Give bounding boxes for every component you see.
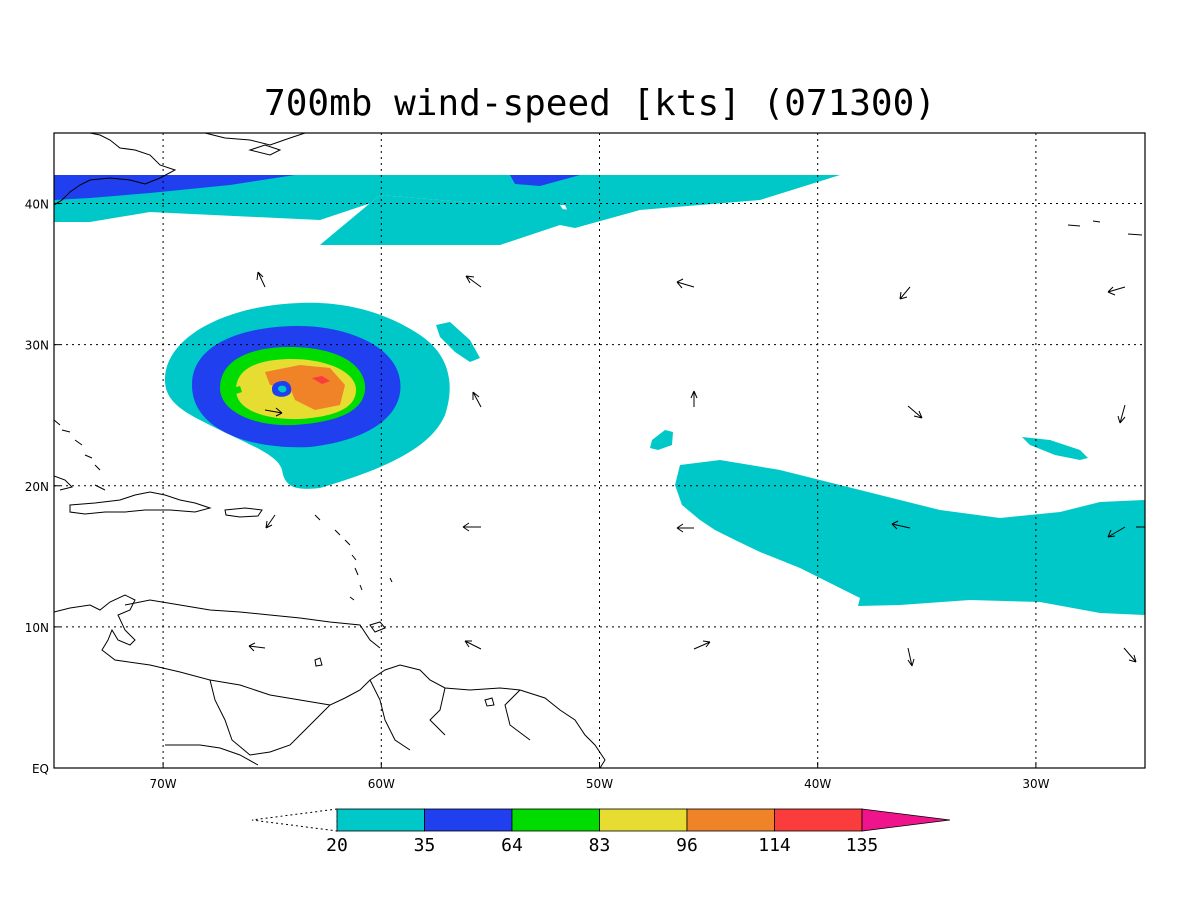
x-tick-label: 30W <box>1022 777 1049 791</box>
island-tiny-b <box>314 657 323 667</box>
plot-title: 700mb wind-speed [kts] (071300) <box>264 83 936 124</box>
x-tick-label: 40W <box>804 777 831 791</box>
wind-arrow <box>1117 404 1126 424</box>
border-french-guiana <box>504 689 531 741</box>
island-tiny-a <box>484 697 495 707</box>
coastline-trinidad <box>369 621 386 633</box>
colorbar-swatch <box>424 808 513 832</box>
colorbar-level-label: 35 <box>414 835 436 856</box>
wind-arrow <box>891 520 911 530</box>
coastline-newfoundland-edge <box>248 144 282 156</box>
coastline-cuba <box>54 475 73 491</box>
colorbar-level-label: 114 <box>758 835 791 856</box>
wind-arrow <box>899 286 911 300</box>
colorbar-level-label: 64 <box>501 835 523 856</box>
wind-arrow <box>465 275 482 288</box>
colorbar-swatch <box>336 808 425 832</box>
contour-eye-20kt <box>278 385 287 393</box>
colorbar-swatch <box>511 808 600 832</box>
coastline-south-america <box>54 594 606 768</box>
border-suriname <box>429 687 446 736</box>
colorbar-level-label: 135 <box>846 835 879 856</box>
wind-arrow <box>464 640 482 650</box>
contour-114kt-hurricane <box>312 376 330 384</box>
coastlines <box>54 133 1143 768</box>
wind-arrow <box>1123 647 1137 663</box>
coastline-hispaniola <box>69 491 212 515</box>
colorbar-swatch <box>686 808 775 832</box>
contour-35kt-north-jet <box>54 175 295 200</box>
contour-20kt-trade-band <box>675 460 1145 615</box>
wind-arrow <box>907 647 915 667</box>
y-tick-label: EQ <box>32 762 49 776</box>
wind-arrow <box>907 405 923 419</box>
contour-20kt-patch-c <box>1022 437 1088 460</box>
x-tick-label: 70W <box>150 777 177 791</box>
wind-arrow <box>265 514 276 529</box>
y-tick-label: 20N <box>25 480 49 494</box>
border-guyana <box>369 679 411 751</box>
wind-arrow <box>690 390 698 407</box>
y-tick-label: 10N <box>25 621 49 635</box>
colorbar-level-label: 96 <box>676 835 698 856</box>
wind-vectors <box>248 271 1145 667</box>
wind-arrow <box>676 278 695 289</box>
coastline-south-america-lower <box>165 744 259 766</box>
wind-arrow <box>1107 526 1126 538</box>
colorbar-level-label: 20 <box>326 835 348 856</box>
coastline-puerto-rico <box>224 507 263 518</box>
wind-arrow <box>248 642 266 652</box>
contour-20kt-north-jet-b <box>320 195 575 245</box>
map-area <box>54 133 1145 768</box>
contour-20kt-patch-b <box>650 430 673 450</box>
colorbar-swatch <box>774 808 863 832</box>
wind-arrow <box>472 391 482 408</box>
colorbar: 20 35 64 83 96 114 135 <box>251 808 951 856</box>
coastline-nova-scotia <box>204 133 306 146</box>
y-tick-label: 40N <box>25 198 49 212</box>
colorbar-under-triangle <box>251 808 338 832</box>
border-venezuela <box>209 679 331 706</box>
latitude-tick-labels: EQ 10N 20N 30N 40N <box>25 198 60 776</box>
coastline-lesser-antilles <box>314 514 393 601</box>
coastline-south-america-caribbean <box>124 599 381 649</box>
wind-speed-shading <box>54 175 1145 615</box>
contour-20kt-patch-a <box>436 322 480 362</box>
contour-64kt-left-patch <box>233 386 242 394</box>
y-tick-label: 30N <box>25 339 49 353</box>
contour-35kt-north-jet-b <box>510 175 580 186</box>
wind-arrow <box>264 407 283 417</box>
x-tick-label: 60W <box>368 777 395 791</box>
longitude-tick-labels: 70W 60W 50W 40W 30W <box>150 762 1050 791</box>
wind-arrow <box>676 523 694 533</box>
wind-arrow <box>693 640 711 650</box>
x-tick-label: 50W <box>586 777 613 791</box>
wind-arrow <box>1107 286 1126 296</box>
colorbar-swatch <box>599 808 688 832</box>
graticule <box>54 133 1145 768</box>
colorbar-level-label: 83 <box>589 835 611 856</box>
plot-frame <box>53 132 1146 769</box>
contour-96kt-hurricane <box>265 365 345 410</box>
coastline-bahamas <box>54 419 106 491</box>
wind-arrow <box>462 522 481 532</box>
coastline-new-england <box>54 133 177 206</box>
wind-arrow <box>256 271 266 288</box>
colorbar-over-triangle <box>861 808 951 832</box>
coastline-azores <box>1067 220 1143 236</box>
